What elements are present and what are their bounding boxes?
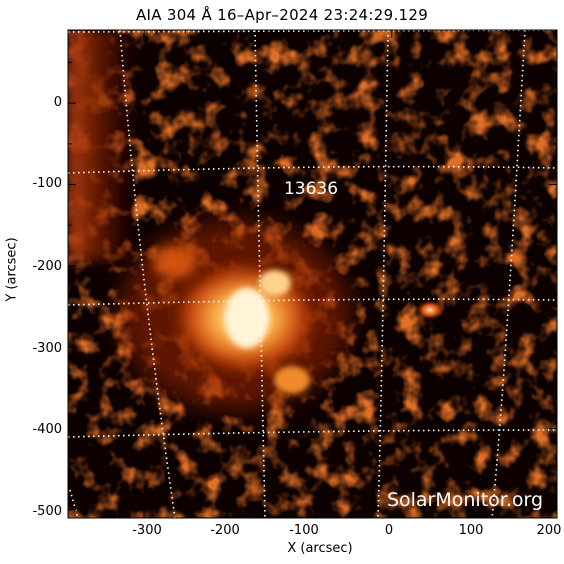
watermark: SolarMonitor.org (387, 489, 543, 511)
active-region-knot-2 (274, 366, 310, 394)
x-tick-label: 0 (384, 523, 394, 538)
x-tick-label: -100 (289, 523, 319, 538)
y-tick-label: -300 (32, 341, 62, 356)
y-axis-label: Y (arcsec) (4, 237, 20, 302)
grid-longitude-line (377, 30, 389, 518)
x-tick-label: 100 (458, 523, 484, 538)
active-region-core (225, 288, 269, 348)
heliographic-grid (68, 30, 557, 518)
x-tick-label: -200 (210, 523, 240, 538)
x-axis-label: X (arcsec) (287, 541, 353, 556)
grid-longitude-line (491, 30, 526, 518)
y-tick-label: 0 (53, 95, 62, 110)
image-title: AIA 304 Å 16–Apr–2024 23:24:29.129 (135, 6, 429, 24)
left-plage (68, 30, 138, 260)
y-tick-label: -200 (32, 259, 62, 274)
y-tick-label: -500 (32, 504, 62, 519)
grid-longitude-line (254, 30, 266, 518)
y-tick-label: -400 (32, 422, 62, 437)
plot-frame (67, 29, 558, 519)
active-region-knot-1 (259, 270, 291, 296)
x-tick-label: 200 (536, 523, 562, 538)
active-region-knot-3 (153, 246, 197, 278)
bright-patch-east (416, 300, 444, 320)
x-tick-label: -300 (132, 523, 162, 538)
y-tick-label: -100 (32, 176, 62, 191)
region-label: 13636 (284, 179, 338, 199)
tick-marks (68, 30, 558, 518)
